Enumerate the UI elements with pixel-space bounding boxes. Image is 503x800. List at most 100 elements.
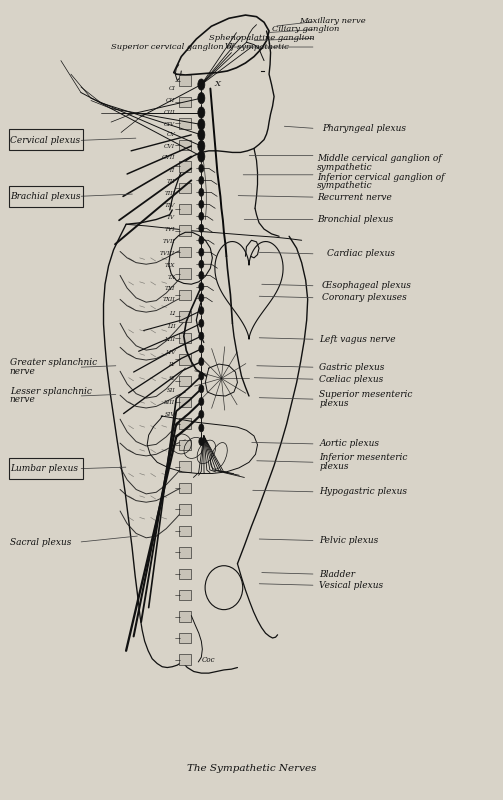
Circle shape — [199, 345, 204, 353]
Circle shape — [199, 200, 204, 208]
Circle shape — [199, 271, 204, 279]
Circle shape — [199, 332, 204, 340]
FancyBboxPatch shape — [179, 611, 191, 622]
Text: LII: LII — [166, 324, 175, 329]
Text: Cardiac plexus: Cardiac plexus — [327, 250, 395, 258]
Text: plexus: plexus — [319, 462, 349, 470]
FancyBboxPatch shape — [179, 311, 191, 322]
FancyBboxPatch shape — [179, 504, 191, 514]
FancyBboxPatch shape — [179, 462, 191, 472]
Text: CVII: CVII — [162, 154, 175, 160]
Text: Aortic plexus: Aortic plexus — [319, 439, 379, 449]
FancyBboxPatch shape — [179, 354, 191, 365]
Text: Vesical plexus: Vesical plexus — [319, 581, 383, 590]
Text: TIV: TIV — [165, 203, 175, 209]
Text: Coronary plexuses: Coronary plexuses — [322, 294, 406, 302]
Text: Inferior cervical ganglion of: Inferior cervical ganglion of — [317, 173, 444, 182]
Text: Inferior mesenteric: Inferior mesenteric — [319, 453, 407, 462]
Text: VI: VI — [225, 42, 233, 50]
Text: CVI: CVI — [164, 143, 175, 149]
FancyBboxPatch shape — [179, 161, 191, 171]
Circle shape — [199, 236, 204, 244]
Text: LV: LV — [168, 362, 175, 366]
Circle shape — [199, 294, 204, 302]
Text: TIX: TIX — [165, 263, 175, 268]
FancyBboxPatch shape — [179, 590, 191, 601]
Circle shape — [198, 141, 205, 152]
Text: Maxillary nerve: Maxillary nerve — [299, 18, 366, 26]
Text: Hypogastric plexus: Hypogastric plexus — [319, 487, 407, 496]
Text: CIII: CIII — [163, 110, 175, 115]
Text: TXI: TXI — [165, 286, 175, 290]
Text: sympathetic: sympathetic — [317, 163, 372, 172]
FancyBboxPatch shape — [179, 118, 191, 129]
Text: Lesser splanchnic: Lesser splanchnic — [10, 386, 92, 396]
FancyBboxPatch shape — [179, 397, 191, 407]
FancyBboxPatch shape — [179, 97, 191, 107]
Circle shape — [198, 151, 205, 162]
Text: TVII: TVII — [162, 239, 175, 244]
Circle shape — [199, 385, 204, 393]
Text: Cervical plexus: Cervical plexus — [10, 136, 80, 145]
FancyBboxPatch shape — [179, 654, 191, 665]
Text: Pharyngeal plexus: Pharyngeal plexus — [322, 124, 406, 133]
FancyBboxPatch shape — [179, 547, 191, 558]
Circle shape — [199, 398, 204, 406]
FancyBboxPatch shape — [179, 75, 191, 86]
Text: sympathetic: sympathetic — [317, 182, 372, 190]
Circle shape — [199, 282, 204, 290]
Text: Pelvic plexus: Pelvic plexus — [319, 536, 378, 545]
Text: LIV: LIV — [165, 350, 175, 354]
Circle shape — [199, 424, 204, 432]
Text: SII: SII — [166, 388, 175, 393]
FancyBboxPatch shape — [179, 569, 191, 579]
Text: Greater splanchnic: Greater splanchnic — [10, 358, 97, 367]
Text: CII: CII — [166, 98, 175, 103]
Text: Gastric plexus: Gastric plexus — [319, 362, 385, 372]
Circle shape — [199, 372, 204, 380]
Circle shape — [199, 306, 204, 314]
Text: TX: TX — [167, 274, 175, 279]
Text: TXII: TXII — [162, 297, 175, 302]
FancyBboxPatch shape — [179, 182, 191, 193]
FancyBboxPatch shape — [179, 633, 191, 643]
Text: Superior mesenteric: Superior mesenteric — [319, 390, 412, 399]
FancyBboxPatch shape — [179, 204, 191, 214]
Text: Cœliac plexus: Cœliac plexus — [319, 374, 383, 384]
Text: TVIII: TVIII — [160, 251, 175, 256]
Circle shape — [199, 188, 204, 196]
FancyBboxPatch shape — [179, 290, 191, 300]
Text: Ciliary ganglion: Ciliary ganglion — [272, 26, 339, 34]
Text: SIII: SIII — [164, 400, 175, 405]
Text: TV: TV — [167, 215, 175, 221]
Text: nerve: nerve — [10, 395, 36, 405]
Circle shape — [199, 165, 204, 172]
Text: Sphenopalatine ganglion: Sphenopalatine ganglion — [209, 34, 314, 42]
Text: X: X — [214, 80, 220, 88]
Circle shape — [199, 260, 204, 268]
Circle shape — [198, 130, 205, 141]
Text: LI: LI — [169, 311, 175, 316]
Circle shape — [198, 93, 205, 104]
Text: TI: TI — [169, 167, 175, 173]
Circle shape — [199, 224, 204, 232]
Circle shape — [199, 212, 204, 220]
Text: Bladder: Bladder — [319, 570, 355, 578]
Text: Middle cervical ganglion of: Middle cervical ganglion of — [317, 154, 441, 163]
Circle shape — [199, 319, 204, 327]
Text: nerve: nerve — [10, 366, 36, 376]
Text: Bronchial plexus: Bronchial plexus — [317, 215, 393, 224]
Text: CIV: CIV — [164, 122, 175, 127]
Circle shape — [199, 248, 204, 256]
Text: Brachial plexus: Brachial plexus — [10, 192, 80, 201]
FancyBboxPatch shape — [179, 375, 191, 386]
FancyBboxPatch shape — [179, 418, 191, 429]
Text: Lumbar plexus: Lumbar plexus — [10, 464, 78, 473]
Text: TIII: TIII — [164, 191, 175, 197]
FancyBboxPatch shape — [179, 247, 191, 258]
Text: Recurrent nerve: Recurrent nerve — [317, 193, 391, 202]
FancyBboxPatch shape — [179, 140, 191, 150]
Text: Coc: Coc — [202, 655, 216, 663]
Circle shape — [198, 79, 205, 90]
Circle shape — [198, 119, 205, 130]
